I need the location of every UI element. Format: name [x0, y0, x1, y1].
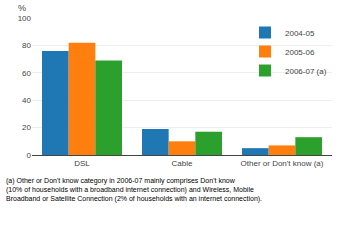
- svg-text:80: 80: [22, 41, 31, 50]
- svg-text:Cable: Cable: [172, 159, 193, 168]
- svg-text:60: 60: [22, 69, 31, 78]
- svg-text:20: 20: [22, 123, 31, 132]
- svg-text:Other or Don't know (a): Other or Don't know (a): [241, 159, 324, 168]
- svg-text:2006-07 (a): 2006-07 (a): [285, 67, 327, 76]
- svg-text:2005-06: 2005-06: [285, 48, 315, 57]
- svg-text:DSL: DSL: [74, 159, 90, 168]
- svg-text:100: 100: [18, 14, 32, 23]
- svg-text:40: 40: [22, 96, 31, 105]
- svg-text:%: %: [18, 3, 26, 13]
- svg-text:0: 0: [27, 151, 32, 160]
- svg-text:(a) Other or Don't know catego: (a) Other or Don't know category in 2006…: [6, 177, 262, 203]
- svg-text:2004-05: 2004-05: [285, 29, 315, 38]
